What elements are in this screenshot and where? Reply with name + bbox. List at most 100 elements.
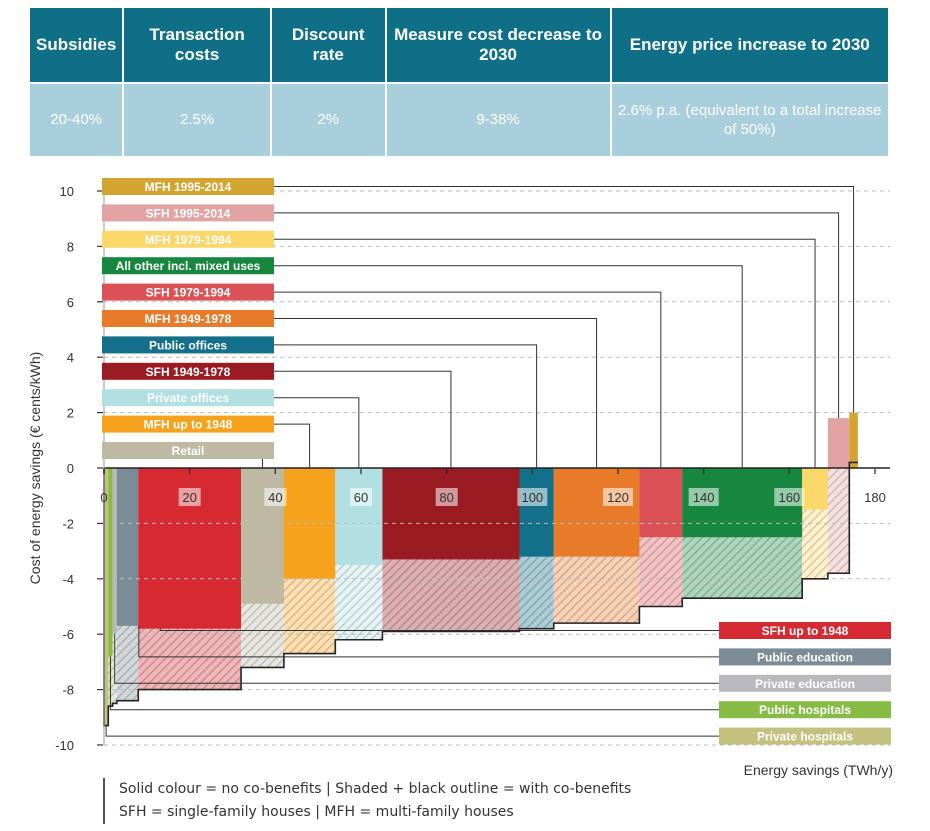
label-sfh-1979-1994: SFH 1979-1994 [146, 286, 231, 300]
y-tick: 4 [67, 350, 74, 365]
x-tick-backdrop [603, 488, 633, 506]
parameter-header-row: Subsidies Transaction costs Discount rat… [30, 8, 888, 84]
x-tick-backdrop [178, 488, 201, 506]
label-retail: Retail [172, 444, 205, 458]
y-tick: 2 [67, 406, 74, 421]
label-box-mfh-1995-2014 [102, 178, 274, 195]
label-box-mfh-up-to-1948 [102, 415, 274, 433]
leader-mfh-1995-2014 [274, 186, 855, 413]
y-tick-label: 8 [67, 239, 74, 254]
x-tick: 160 [774, 488, 805, 506]
x-tick: 180 [864, 490, 886, 505]
y-tick-label: -2 [62, 516, 74, 531]
label-box-sfh-1979-1994 [102, 283, 274, 301]
x-tick-label: 80 [439, 490, 453, 505]
y-tick: 6 [67, 295, 74, 310]
leader-sfh-up-to-1948 [159, 628, 719, 631]
x-tick-label: 20 [182, 490, 196, 505]
leader-public-education [138, 625, 719, 658]
x-tick-label: 0 [100, 490, 107, 505]
label-mfh-1995-2014: MFH 1995-2014 [145, 180, 232, 194]
x-tick: 40 [264, 488, 287, 506]
x-tick-label: 180 [864, 490, 886, 505]
legend-notes: Solid colour = no co-benefits | Shaded +… [103, 778, 631, 824]
x-tick-backdrop [517, 488, 548, 506]
bar-private-hospitals [104, 468, 109, 726]
leader-mfh-1979-1994 [274, 238, 816, 468]
bar-public-education [116, 468, 139, 626]
label-box-public-offices [102, 336, 274, 354]
label-sfh-1995-2014: SFH 1995-2014 [146, 206, 231, 220]
label-mfh-1949-1978: MFH 1949-1978 [145, 312, 232, 326]
y-tick: -4 [62, 572, 74, 587]
label-box-all-other-incl-mixed-uses [102, 257, 274, 275]
leader-all-other-incl-mixed-uses [274, 265, 743, 468]
cobenefit-outline [103, 461, 858, 727]
x-tick-backdrop [350, 488, 372, 506]
cobenefit-bar-sfh-1995-2014 [827, 468, 850, 574]
label-mfh-1979-1994: MFH 1979-1994 [145, 233, 232, 247]
x-tick-label: 120 [607, 490, 629, 505]
x-tick-backdrop [435, 488, 458, 506]
bar-private-offices [335, 468, 383, 565]
bar-mfh-1995-2014 [849, 412, 858, 468]
x-tick-label: 140 [693, 490, 715, 505]
leader-public-hospitals [109, 656, 719, 711]
label-private-hospitals: Private hospitals [757, 730, 853, 744]
label-mfh-up-to-1948: MFH up to 1948 [144, 418, 233, 432]
label-box-sfh-1949-1978 [102, 362, 274, 380]
label-box-private-offices [102, 389, 274, 407]
y-tick: -8 [62, 683, 74, 698]
x-axis-label: Energy savings (TWh/y) [744, 762, 893, 778]
header-measure-cost-decrease: Measure cost decrease to 2030 [386, 8, 610, 84]
value-discount-rate: 2% [271, 84, 385, 156]
y-tick: -2 [62, 516, 74, 531]
y-tick-label: 2 [67, 406, 74, 421]
x-tick-backdrop [774, 488, 805, 506]
y-tick: -10 [55, 738, 74, 753]
y-tick-label: -6 [62, 627, 74, 642]
y-tick-label: 4 [67, 350, 74, 365]
parameter-value-row: 20-40% 2.5% 2% 9-38% 2.6% p.a. (equivale… [30, 84, 888, 156]
label-public-education: Public education [757, 650, 853, 664]
x-tick-label: 100 [521, 490, 543, 505]
y-tick: 0 [67, 461, 74, 476]
value-measure-cost-decrease: 9-38% [386, 84, 610, 156]
y-tick-label: 10 [60, 184, 74, 199]
y-tick-label: -8 [62, 683, 74, 698]
leader-mfh-up-to-1948 [274, 423, 311, 468]
note-abbreviations: SFH = single-family houses | MFH = multi… [119, 804, 514, 820]
label-box-private-education [719, 674, 891, 692]
x-tick-backdrop [264, 488, 287, 506]
x-tick-backdrop [688, 488, 719, 506]
y-tick: 10 [60, 184, 74, 199]
leader-private-hospitals [105, 725, 719, 737]
leader-sfh-1979-1994 [274, 291, 662, 468]
header-transaction-costs: Transaction costs [124, 8, 270, 84]
bar-public-offices [519, 468, 554, 557]
label-box-public-hospitals [719, 701, 891, 719]
label-box-private-hospitals [719, 727, 891, 745]
leader-public-offices [274, 344, 538, 468]
leader-mfh-1949-1978 [274, 318, 598, 468]
header-subsidies: Subsidies [30, 8, 123, 84]
value-transaction-costs: 2.5% [124, 84, 270, 156]
bar-mfh-1949-1978 [553, 468, 640, 557]
bar-sfh-1995-2014 [827, 418, 850, 468]
x-tick: 60 [350, 488, 372, 506]
x-tick-label: 60 [354, 490, 368, 505]
header-discount-rate: Discount rate [271, 8, 385, 84]
x-tick: 0 [100, 490, 107, 505]
label-box-mfh-1979-1994 [102, 230, 274, 248]
x-tick: 100 [517, 488, 548, 506]
label-box-retail [102, 442, 274, 459]
bar-mfh-up-to-1948 [283, 468, 336, 579]
y-tick-label: -10 [55, 738, 74, 753]
y-tick-label: 0 [67, 461, 74, 476]
label-box-mfh-1949-1978 [102, 310, 274, 327]
label-private-offices: Private offices [147, 391, 229, 405]
value-subsidies: 20-40% [30, 84, 123, 156]
x-tick: 20 [178, 488, 201, 506]
x-tick: 120 [603, 488, 633, 506]
